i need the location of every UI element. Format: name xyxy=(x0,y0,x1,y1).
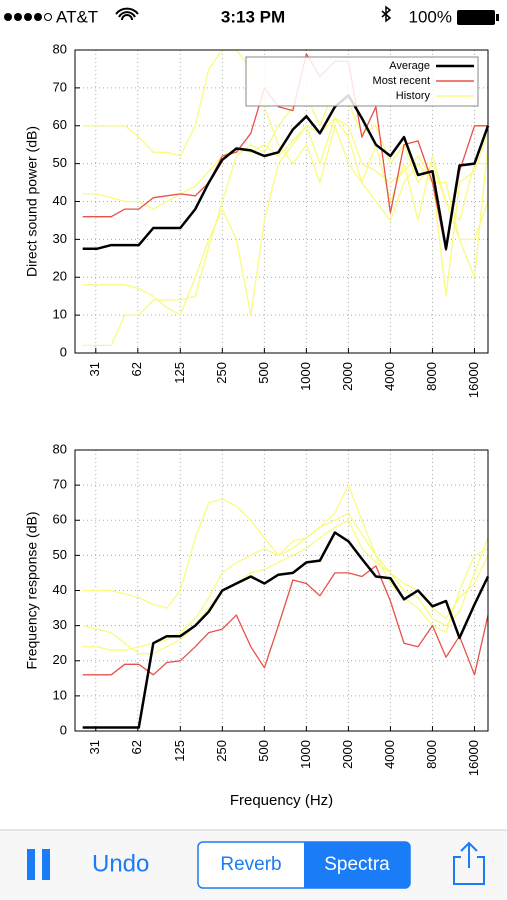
segment-reverb[interactable]: Reverb xyxy=(220,854,281,875)
chart: 0 10 20 30 40 50 60 70 80 31 62 125 250 500 1000 2000 40… xyxy=(24,441,490,809)
x-tick-label: 1000 xyxy=(298,362,313,391)
series-line xyxy=(82,87,489,347)
y-tick-label: 60 xyxy=(53,512,67,527)
signal-dot xyxy=(24,13,32,21)
y-tick-label: 20 xyxy=(53,652,67,667)
signal-dot xyxy=(14,13,22,21)
battery-tip xyxy=(496,14,499,21)
series-line xyxy=(82,484,489,627)
pause-bar xyxy=(27,849,35,880)
x-tick-label: 2000 xyxy=(340,362,355,391)
y-tick-label: 10 xyxy=(53,307,67,322)
x-tick-label: 2000 xyxy=(340,740,355,769)
x-tick-label: 125 xyxy=(172,740,187,762)
x-axis-label: Frequency (Hz) xyxy=(230,792,333,809)
chart: 0 10 20 30 40 50 60 70 80 31 62 125 250 500 1000 2000 40… xyxy=(24,41,490,398)
battery-icon xyxy=(457,10,495,25)
y-tick-label: 30 xyxy=(53,617,67,632)
clock: 3:13 PM xyxy=(221,7,285,26)
share-button[interactable] xyxy=(453,841,485,885)
segment-spectra[interactable]: Spectra xyxy=(324,854,390,875)
plot-frame xyxy=(74,449,489,732)
x-tick-label: 16000 xyxy=(466,740,481,776)
signal-dot xyxy=(44,13,52,21)
x-tick-label: 500 xyxy=(256,362,271,384)
segment-selected[interactable] xyxy=(304,842,410,888)
series-line xyxy=(82,49,488,222)
share-box xyxy=(453,856,485,885)
x-tick-label: 4000 xyxy=(382,740,397,769)
series-line xyxy=(82,565,489,676)
x-tick-label: 8000 xyxy=(424,740,439,769)
series-line xyxy=(82,117,489,297)
y-tick-label: 50 xyxy=(53,155,67,170)
y-tick-label: 0 xyxy=(60,344,67,359)
legend: Average Most recent History xyxy=(245,56,479,107)
bluetooth-icon xyxy=(381,5,392,23)
y-tick-label: 40 xyxy=(53,193,67,208)
x-tick-label: 62 xyxy=(129,740,144,754)
y-tick-label: 60 xyxy=(53,117,67,132)
series-line xyxy=(82,512,489,651)
x-tick-label: 125 xyxy=(172,362,187,384)
y-tick-label: 70 xyxy=(53,477,67,492)
plot-area xyxy=(75,450,488,731)
signal-dot xyxy=(4,13,12,21)
carrier: AT&T xyxy=(56,7,98,26)
x-tick-label: 500 xyxy=(256,740,271,762)
y-axis-label: Frequency response (dB) xyxy=(24,512,40,670)
y-tick-label: 10 xyxy=(53,687,67,702)
series-line xyxy=(82,531,490,729)
status-bar: AT&T 3:13 PM 100% xyxy=(4,5,499,26)
toolbar: Undo Reverb Spectra xyxy=(0,829,507,900)
undo-button[interactable]: Undo xyxy=(92,850,149,877)
battery-level: 100% xyxy=(409,7,452,26)
y-axis-label: Direct sound power (dB) xyxy=(24,126,40,277)
y-tick-label: 80 xyxy=(53,41,67,56)
y-tick-label: 80 xyxy=(53,441,67,456)
x-tick-label: 250 xyxy=(214,362,229,384)
series-line xyxy=(82,53,488,252)
legend-label: History xyxy=(396,90,431,102)
x-tick-label: 31 xyxy=(87,740,102,754)
x-tick-label: 8000 xyxy=(424,362,439,391)
pause-button[interactable] xyxy=(27,849,50,880)
y-tick-label: 30 xyxy=(53,231,67,246)
y-tick-label: 50 xyxy=(53,547,67,562)
y-tick-label: 70 xyxy=(53,79,67,94)
x-tick-label: 31 xyxy=(87,362,102,376)
y-tick-label: 40 xyxy=(53,582,67,597)
x-tick-label: 16000 xyxy=(466,362,481,398)
plot-frame xyxy=(74,49,489,354)
y-tick-label: 20 xyxy=(53,269,67,284)
legend-label: Most recent xyxy=(373,75,430,87)
x-tick-label: 4000 xyxy=(382,362,397,391)
pause-bar xyxy=(42,849,50,880)
share-arrow xyxy=(460,841,478,868)
x-tick-label: 1000 xyxy=(298,740,313,769)
y-tick-label: 0 xyxy=(60,722,67,737)
x-tick-label: 62 xyxy=(129,362,144,376)
signal-dot xyxy=(34,13,42,21)
legend-label: Average xyxy=(389,60,430,72)
x-tick-label: 250 xyxy=(214,740,229,762)
wifi-icon xyxy=(115,7,139,21)
series-line xyxy=(82,94,490,251)
